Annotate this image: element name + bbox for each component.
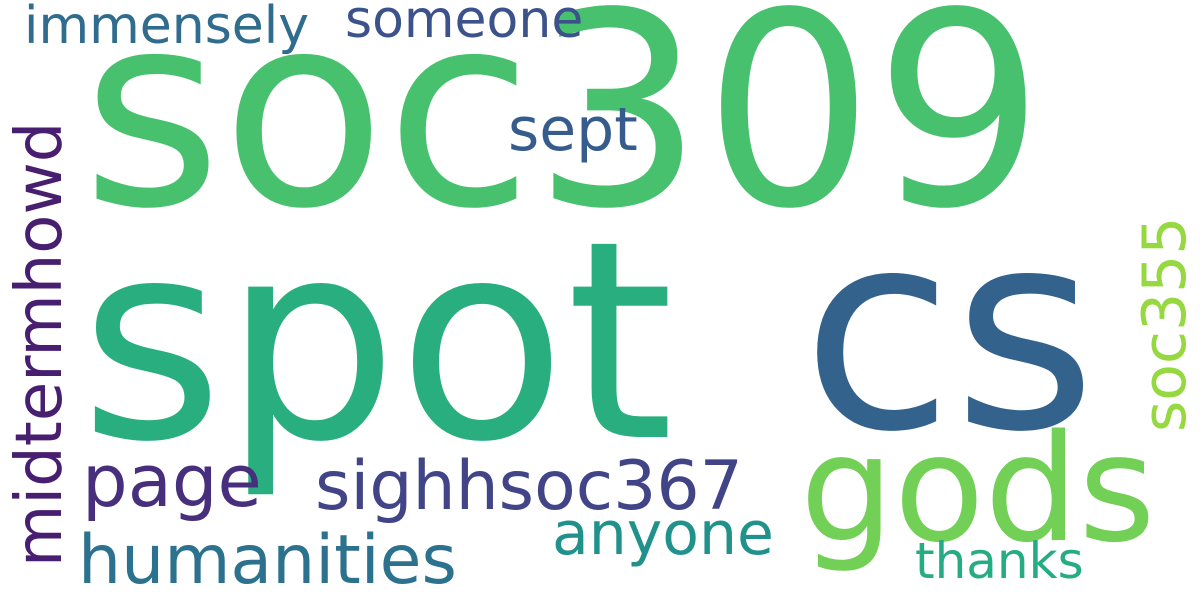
word-soc355: soc355: [1130, 216, 1200, 432]
word-page: page: [82, 439, 262, 523]
word-someone: someone: [345, 0, 584, 50]
word-immensely: immensely: [24, 0, 310, 56]
word-sighhsoc367: sighhsoc367: [315, 447, 743, 526]
word-thanks: thanks: [915, 532, 1084, 590]
word-sept: sept: [508, 95, 638, 165]
word-humanities: humanities: [78, 521, 457, 600]
word-midtermhowd: midtermhowd: [3, 121, 77, 567]
word-gods: gods: [800, 403, 1156, 575]
word-anyone: anyone: [552, 499, 774, 569]
word-soc309: soc309: [82, 0, 1045, 268]
word-spot: spot: [80, 182, 674, 502]
word-cs: cs: [802, 172, 1097, 492]
